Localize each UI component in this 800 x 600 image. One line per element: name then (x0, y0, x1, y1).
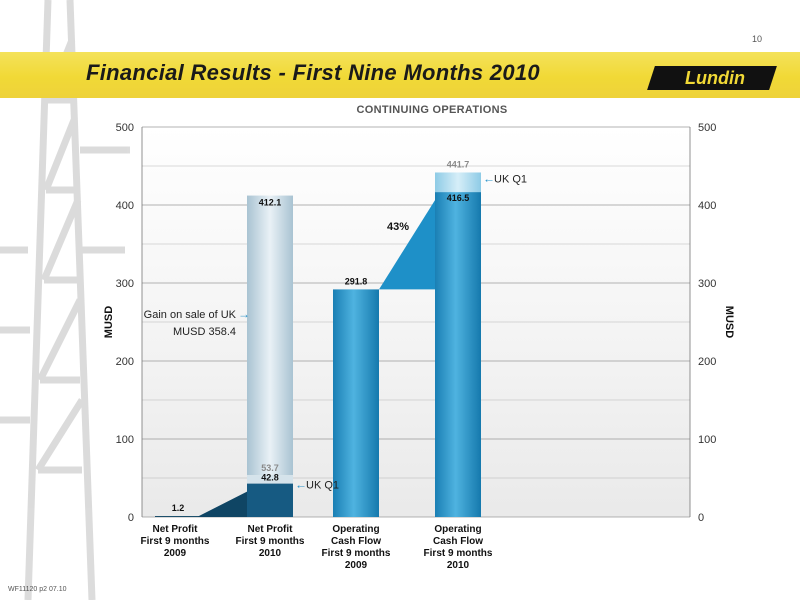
page-title: Financial Results - First Nine Months 20… (86, 60, 540, 85)
data-label-op-cash-flow-2010-uk-q1: 441.7 (447, 159, 470, 169)
category-label-2-line-3: 2009 (345, 560, 368, 571)
uk-q1-annotation-a: UK Q1 (306, 480, 339, 492)
y-tick-left-300: 300 (116, 278, 134, 290)
category-label-0-line-2: 2009 (164, 548, 187, 559)
y-tick-left-400: 400 (116, 200, 134, 212)
bar-op-cash-flow-2010-uk-q1 (435, 172, 481, 193)
growth-wedge-net-profit (197, 491, 247, 517)
gain-annotation-line1: Gain on sale of UK (144, 309, 237, 321)
bar-net-profit-2009 (155, 516, 201, 517)
category-label-1-line-1: First 9 months (236, 536, 305, 547)
y-tick-left-0: 0 (128, 512, 134, 524)
bar-op-cash-flow-2010-base (435, 192, 481, 517)
bar-net-profit-2010-uk-q1 (247, 475, 293, 484)
chart-title: CONTINUING OPERATIONS (356, 104, 508, 116)
category-label-2-line-1: Cash Flow (331, 536, 381, 547)
category-label-3-line-1: Cash Flow (433, 536, 483, 547)
category-label-2-line-0: Operating (332, 524, 379, 535)
y-tick-right-200: 200 (698, 356, 716, 368)
y-tick-right-500: 500 (698, 122, 716, 134)
growth-wedge-cash-flow (379, 200, 435, 290)
data-label-op-cash-flow-2010-base: 416.5 (447, 193, 470, 203)
growth-percent-label: 43% (387, 221, 409, 233)
gain-pointer-arrow-icon: → (238, 307, 250, 321)
category-label-3-line-0: Operating (434, 524, 481, 535)
category-label-3-line-3: 2010 (447, 560, 470, 571)
category-label-0-line-0: Net Profit (153, 524, 199, 535)
data-label-net-profit-2010-total: 412.1 (259, 198, 282, 208)
category-label-3-line-2: First 9 months (424, 548, 493, 559)
footer-code: WF11120 p2 07.10 (8, 586, 67, 593)
bar-op-cash-flow-2009 (333, 289, 379, 517)
y-tick-right-400: 400 (698, 200, 716, 212)
y-tick-right-0: 0 (698, 512, 704, 524)
data-label-net-profit-2010-uk-q1: 53.7 (261, 463, 279, 473)
y-tick-right-100: 100 (698, 434, 716, 446)
logo-text: Lundin (685, 68, 745, 88)
y-tick-left-100: 100 (116, 434, 134, 446)
category-label-0-line-1: First 9 months (141, 536, 210, 547)
category-label-2-line-2: First 9 months (322, 548, 391, 559)
gain-annotation-line2: MUSD 358.4 (173, 326, 236, 338)
y-tick-left-200: 200 (116, 356, 134, 368)
uk-q1-annotation-b: UK Q1 (494, 173, 527, 185)
category-label-1-line-2: 2010 (259, 548, 282, 559)
y-axis-label-right: MUSD (723, 306, 735, 338)
bar-net-profit-2010-base (247, 483, 293, 517)
uk-q1-pointer-arrow-icon-b: ← (483, 171, 495, 185)
category-label-1-line-0: Net Profit (248, 524, 294, 535)
y-tick-right-300: 300 (698, 278, 716, 290)
uk-q1-pointer-arrow-icon-a: ← (295, 478, 307, 492)
page-number: 10 (752, 34, 763, 44)
y-axis-label-left: MUSD (103, 306, 115, 338)
data-label-op-cash-flow-2009: 291.8 (345, 276, 368, 286)
y-tick-left-500: 500 (116, 122, 134, 134)
data-label-net-profit-2010-base: 42.8 (261, 473, 279, 483)
data-label-net-profit-2009: 1.2 (172, 503, 185, 513)
bar-net-profit-2010-gain (247, 195, 293, 476)
